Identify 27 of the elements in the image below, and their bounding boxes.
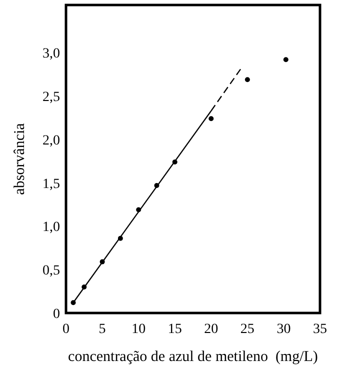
y-axis-title: absorvância	[12, 122, 28, 195]
y-tick-label: 1,5	[42, 176, 60, 192]
point	[70, 300, 76, 306]
point	[244, 77, 250, 82]
y-tick-label: 2,0	[42, 133, 60, 148]
y-tick-label: 3,0	[42, 46, 60, 62]
x-axis-title: concentração de azul de metileno (mg/L)	[68, 349, 318, 365]
point	[154, 182, 160, 188]
x-tick-label: 20	[204, 322, 218, 337]
y-tick-label: 0,5	[42, 264, 60, 279]
x-tick-label: 15	[168, 322, 182, 337]
x-tick-label: 35	[313, 322, 327, 337]
point	[208, 116, 214, 122]
point	[136, 207, 142, 212]
x-tick-label: 25	[240, 322, 254, 337]
point	[172, 160, 178, 165]
point	[82, 284, 87, 290]
y-tick-label: 2,5	[42, 90, 60, 105]
x-tick-label: 5	[98, 322, 106, 337]
point	[283, 57, 288, 62]
x-tick-label: 30	[276, 322, 291, 337]
x-tick-label: 0	[62, 322, 70, 337]
y-tick-label: 1,0	[42, 220, 60, 236]
point	[100, 259, 105, 264]
x-tick-label: 10	[132, 322, 146, 337]
y-tick-label: 0	[53, 306, 60, 322]
point	[118, 236, 123, 241]
